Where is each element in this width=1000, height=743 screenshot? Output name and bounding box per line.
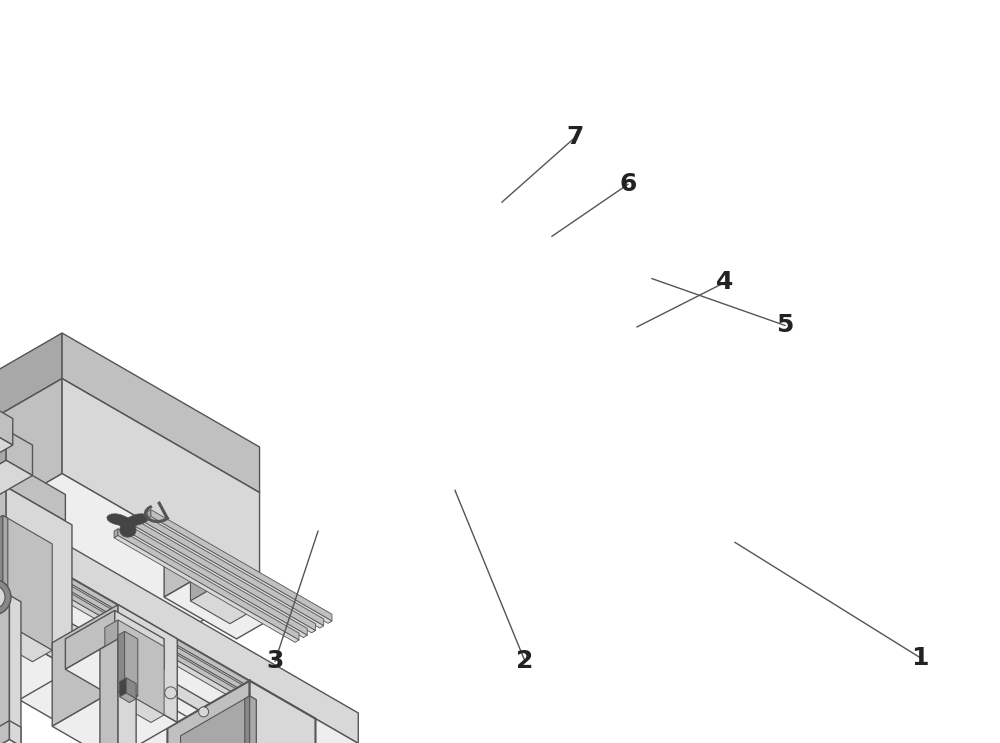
Polygon shape [250, 696, 256, 743]
Polygon shape [118, 620, 164, 715]
Polygon shape [0, 739, 21, 743]
Polygon shape [0, 523, 29, 629]
Polygon shape [0, 622, 8, 636]
Polygon shape [0, 721, 9, 743]
Polygon shape [139, 522, 324, 628]
Polygon shape [120, 693, 136, 703]
Polygon shape [167, 681, 250, 743]
Text: 1: 1 [911, 646, 929, 669]
Polygon shape [29, 523, 358, 743]
Polygon shape [0, 536, 279, 704]
Polygon shape [65, 640, 164, 698]
Circle shape [0, 585, 5, 609]
Polygon shape [122, 531, 307, 637]
Circle shape [0, 579, 11, 615]
Polygon shape [0, 430, 13, 461]
Polygon shape [105, 688, 164, 722]
Polygon shape [0, 594, 276, 743]
Polygon shape [181, 696, 250, 743]
Polygon shape [134, 519, 315, 631]
Polygon shape [52, 688, 177, 743]
Polygon shape [139, 514, 143, 524]
Polygon shape [0, 622, 52, 662]
Polygon shape [118, 632, 125, 692]
Polygon shape [100, 639, 118, 743]
Polygon shape [65, 611, 115, 669]
Circle shape [199, 707, 209, 717]
Polygon shape [0, 473, 260, 654]
Polygon shape [210, 571, 250, 612]
Polygon shape [125, 632, 138, 696]
Polygon shape [0, 461, 6, 529]
Polygon shape [147, 510, 151, 519]
Polygon shape [122, 524, 126, 533]
Polygon shape [250, 681, 315, 743]
Polygon shape [0, 403, 13, 445]
Polygon shape [0, 580, 276, 743]
Polygon shape [118, 688, 138, 700]
Polygon shape [250, 696, 256, 743]
Polygon shape [0, 545, 265, 712]
Polygon shape [245, 696, 250, 743]
Polygon shape [0, 595, 9, 743]
Polygon shape [118, 605, 177, 722]
Polygon shape [9, 721, 21, 743]
Polygon shape [115, 611, 164, 669]
Polygon shape [118, 639, 136, 743]
Polygon shape [0, 379, 260, 597]
Polygon shape [151, 510, 332, 621]
Polygon shape [52, 605, 118, 727]
Polygon shape [164, 574, 276, 639]
Polygon shape [131, 519, 134, 528]
Polygon shape [3, 516, 52, 650]
Text: 7: 7 [566, 126, 584, 149]
Text: 3: 3 [266, 649, 284, 673]
Polygon shape [0, 542, 279, 707]
Polygon shape [143, 514, 324, 626]
Circle shape [165, 687, 177, 699]
Polygon shape [6, 487, 72, 669]
Polygon shape [164, 544, 204, 597]
Polygon shape [204, 544, 276, 616]
Polygon shape [0, 546, 272, 710]
Polygon shape [126, 524, 307, 635]
Polygon shape [0, 461, 32, 495]
Polygon shape [0, 632, 72, 711]
Polygon shape [120, 678, 126, 697]
Polygon shape [6, 430, 32, 476]
Polygon shape [0, 721, 177, 743]
Polygon shape [9, 595, 21, 743]
Polygon shape [147, 516, 332, 623]
Polygon shape [62, 333, 260, 493]
Polygon shape [3, 516, 8, 625]
Polygon shape [62, 379, 260, 588]
Polygon shape [114, 529, 118, 538]
Text: 5: 5 [776, 314, 794, 337]
Polygon shape [190, 589, 250, 623]
Polygon shape [126, 678, 136, 698]
Text: 2: 2 [516, 649, 534, 673]
Polygon shape [118, 529, 299, 640]
Polygon shape [0, 430, 6, 479]
Text: 4: 4 [716, 270, 734, 294]
Polygon shape [0, 694, 177, 743]
Polygon shape [0, 554, 358, 743]
Polygon shape [0, 540, 272, 707]
Polygon shape [0, 487, 65, 563]
Polygon shape [190, 571, 210, 601]
Polygon shape [0, 487, 6, 673]
Polygon shape [105, 620, 118, 696]
Polygon shape [0, 516, 3, 633]
Polygon shape [131, 526, 315, 633]
Polygon shape [0, 516, 3, 633]
Polygon shape [6, 461, 65, 521]
Text: 6: 6 [619, 172, 637, 196]
Polygon shape [114, 536, 299, 642]
Polygon shape [107, 513, 149, 537]
Polygon shape [0, 379, 62, 540]
Polygon shape [0, 333, 62, 483]
Polygon shape [0, 550, 265, 714]
